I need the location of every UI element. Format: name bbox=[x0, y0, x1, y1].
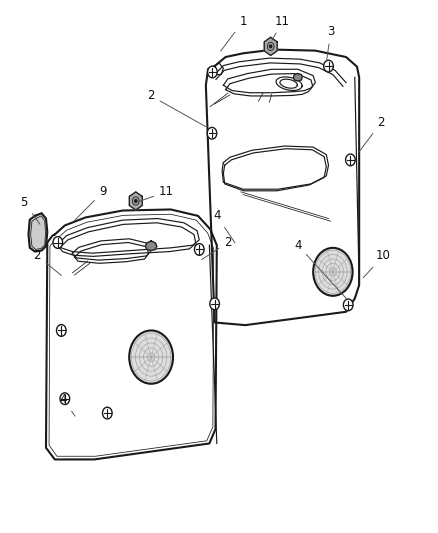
Circle shape bbox=[57, 325, 66, 336]
Circle shape bbox=[324, 60, 333, 72]
Polygon shape bbox=[264, 37, 277, 55]
Text: 4: 4 bbox=[294, 239, 346, 298]
Text: 4: 4 bbox=[213, 209, 235, 243]
Polygon shape bbox=[28, 213, 47, 252]
Circle shape bbox=[207, 127, 217, 139]
Polygon shape bbox=[129, 192, 142, 210]
Text: 3: 3 bbox=[327, 26, 334, 60]
Text: 11: 11 bbox=[138, 185, 174, 201]
Text: 5: 5 bbox=[21, 196, 40, 224]
Circle shape bbox=[208, 66, 217, 78]
Text: 2: 2 bbox=[201, 236, 232, 260]
Circle shape bbox=[194, 244, 204, 255]
Text: 2: 2 bbox=[33, 249, 61, 276]
Circle shape bbox=[134, 199, 137, 203]
Text: 2: 2 bbox=[147, 90, 205, 126]
Circle shape bbox=[210, 298, 219, 310]
Text: 10: 10 bbox=[363, 249, 391, 278]
Circle shape bbox=[346, 154, 355, 166]
Text: 2: 2 bbox=[359, 116, 385, 152]
Polygon shape bbox=[145, 241, 157, 251]
Circle shape bbox=[53, 237, 63, 248]
Circle shape bbox=[313, 248, 353, 296]
Text: 9: 9 bbox=[74, 185, 107, 221]
Circle shape bbox=[269, 45, 272, 48]
Text: 1: 1 bbox=[221, 15, 247, 51]
Polygon shape bbox=[293, 74, 302, 81]
Text: 4: 4 bbox=[60, 393, 75, 416]
Circle shape bbox=[60, 393, 70, 405]
Text: 11: 11 bbox=[272, 15, 290, 40]
Circle shape bbox=[129, 330, 173, 384]
Circle shape bbox=[343, 299, 353, 311]
Circle shape bbox=[102, 407, 112, 419]
